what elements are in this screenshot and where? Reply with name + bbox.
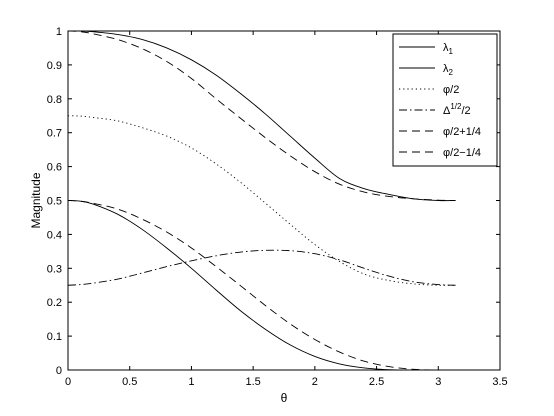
y-tick-label: 0.9 — [47, 60, 62, 72]
x-tick-label: 1 — [188, 376, 194, 388]
legend-box — [392, 33, 498, 167]
x-axis-label: θ — [281, 391, 288, 405]
legend-label: φ/2 — [443, 84, 459, 96]
y-tick-label: 0.1 — [47, 331, 62, 343]
legend-label: Δ1/2/2 — [443, 102, 471, 117]
series-line-6 — [67, 200, 456, 371]
y-tick-label: 0.2 — [47, 297, 62, 309]
y-tick-label: 0.8 — [47, 94, 62, 106]
y-tick-label: 1 — [56, 26, 62, 38]
series-line-5 — [67, 30, 456, 201]
y-tick-label: 0.4 — [47, 229, 62, 241]
ticks-group: 0 0.5 1 1.5 2 2.5 3 3.5 0 0.1 0.2 0.3 0.4 0.5 0.6 0.7 0.… — [47, 26, 508, 388]
plot-frame — [67, 30, 501, 371]
series-line-2 — [67, 30, 456, 202]
y-tick-label: 0.5 — [47, 196, 62, 208]
y-tick-label: 0.7 — [47, 128, 62, 140]
legend-label: λ1 — [443, 42, 454, 56]
y-tick-label: 0 — [56, 365, 62, 377]
y-tick-label: 0.6 — [47, 162, 62, 174]
x-tick-label: 0.5 — [122, 376, 137, 388]
x-tick-label: 0 — [65, 376, 71, 388]
x-tick-label: 3.5 — [492, 376, 507, 388]
legend-label: λ2 — [443, 63, 454, 77]
x-tick-label: 3 — [435, 376, 441, 388]
x-tick-label: 1.5 — [245, 376, 260, 388]
legend: λ1 λ2 φ/2 Δ1/2/2 φ/2+1/4 φ/2−1/4 — [392, 33, 498, 167]
legend-label: φ/2−1/4 — [443, 147, 481, 159]
y-axis-label: Magnitude — [29, 172, 43, 228]
legend-label: φ/2+1/4 — [443, 126, 481, 138]
y-tick-label: 0.3 — [47, 263, 62, 275]
x-tick-label: 2 — [312, 376, 318, 388]
series-line-4 — [67, 249, 456, 286]
x-tick-label: 2.5 — [369, 376, 384, 388]
